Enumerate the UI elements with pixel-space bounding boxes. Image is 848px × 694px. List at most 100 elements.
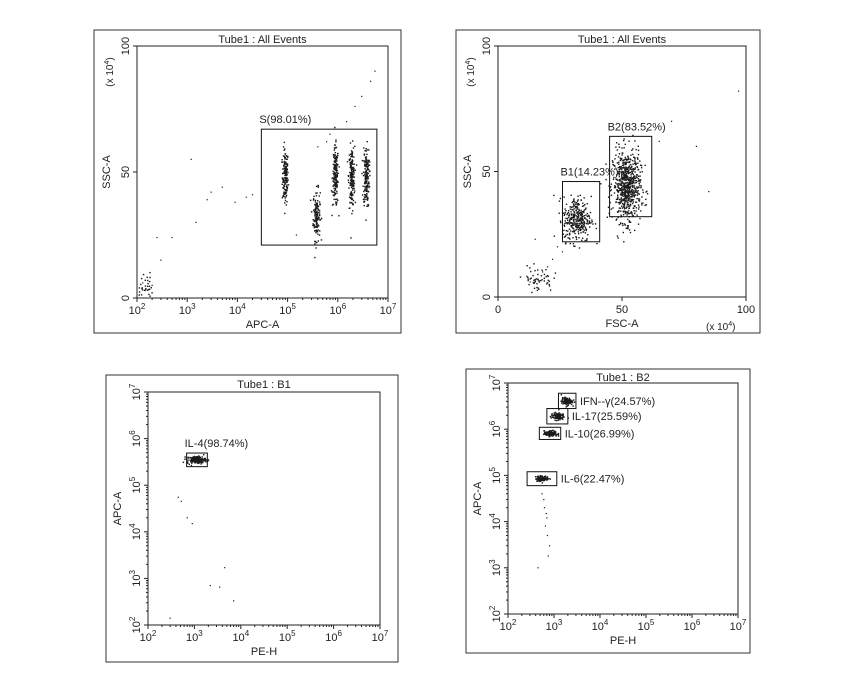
data-point bbox=[622, 224, 624, 227]
data-point bbox=[316, 226, 318, 228]
data-point bbox=[637, 178, 640, 180]
event-cluster bbox=[281, 141, 290, 215]
data-point bbox=[590, 222, 592, 224]
data-point bbox=[148, 288, 151, 291]
data-point bbox=[349, 177, 352, 179]
data-point bbox=[334, 189, 336, 192]
data-point bbox=[363, 147, 365, 149]
data-point bbox=[635, 207, 638, 209]
data-point bbox=[580, 229, 582, 231]
data-point bbox=[349, 193, 352, 195]
data-point bbox=[573, 204, 575, 206]
data-point bbox=[537, 269, 539, 271]
data-point bbox=[577, 222, 579, 225]
data-point bbox=[585, 218, 587, 220]
data-point bbox=[369, 174, 371, 177]
data-point bbox=[334, 167, 337, 169]
data-point bbox=[369, 170, 371, 172]
data-point bbox=[571, 224, 574, 226]
data-point bbox=[354, 105, 356, 108]
data-point bbox=[617, 183, 619, 185]
data-point bbox=[537, 479, 539, 482]
data-point bbox=[564, 243, 567, 245]
data-point bbox=[282, 146, 285, 148]
data-point bbox=[368, 183, 370, 185]
data-point bbox=[338, 166, 340, 168]
data-point bbox=[579, 229, 581, 232]
data-point bbox=[365, 150, 367, 152]
data-point bbox=[365, 169, 367, 171]
data-point bbox=[641, 189, 644, 191]
data-point bbox=[286, 179, 288, 181]
data-point bbox=[564, 211, 566, 214]
data-point bbox=[559, 220, 562, 222]
data-point bbox=[285, 172, 287, 174]
data-point bbox=[616, 179, 619, 181]
data-point bbox=[346, 121, 348, 123]
data-point bbox=[581, 219, 584, 221]
data-point bbox=[316, 217, 318, 220]
data-point bbox=[281, 197, 284, 199]
data-point bbox=[284, 148, 286, 150]
data-point bbox=[367, 164, 370, 167]
data-point bbox=[616, 183, 618, 185]
data-point bbox=[577, 203, 580, 205]
data-point bbox=[336, 186, 338, 188]
data-point bbox=[365, 186, 367, 189]
data-point bbox=[201, 456, 203, 458]
data-point bbox=[564, 398, 567, 401]
data-point bbox=[634, 171, 636, 173]
data-point bbox=[367, 205, 369, 207]
data-point bbox=[195, 460, 197, 463]
event-cluster bbox=[346, 140, 358, 239]
data-point bbox=[628, 192, 631, 194]
data-point bbox=[627, 226, 629, 229]
data-point bbox=[284, 160, 286, 163]
data-point bbox=[620, 157, 623, 160]
data-point bbox=[558, 418, 561, 420]
chart-title: Tube1 : All Events bbox=[218, 34, 307, 46]
data-point bbox=[628, 194, 630, 197]
data-point bbox=[576, 203, 579, 205]
data-point bbox=[617, 191, 620, 193]
data-point bbox=[205, 459, 207, 461]
data-point bbox=[585, 214, 587, 216]
data-point bbox=[577, 199, 579, 201]
data-point bbox=[367, 168, 370, 171]
data-point bbox=[366, 153, 368, 156]
data-point bbox=[352, 203, 354, 206]
data-point bbox=[365, 219, 367, 221]
data-point bbox=[201, 459, 203, 462]
data-point bbox=[568, 214, 570, 217]
data-point bbox=[193, 460, 195, 462]
data-point bbox=[624, 224, 626, 226]
data-point bbox=[548, 433, 551, 435]
data-point bbox=[566, 222, 568, 224]
data-point bbox=[283, 165, 285, 167]
data-point bbox=[633, 191, 635, 193]
data-point bbox=[624, 200, 627, 202]
data-point bbox=[613, 176, 615, 179]
data-point bbox=[628, 177, 631, 179]
data-point bbox=[582, 210, 585, 212]
data-point bbox=[630, 159, 632, 161]
data-point bbox=[573, 198, 575, 200]
data-point bbox=[638, 193, 641, 195]
data-point bbox=[545, 479, 548, 481]
data-point bbox=[312, 224, 314, 227]
data-point bbox=[619, 179, 621, 182]
data-point bbox=[630, 164, 632, 166]
data-point bbox=[623, 223, 626, 225]
data-point bbox=[579, 220, 581, 222]
data-point bbox=[145, 289, 147, 291]
data-point bbox=[549, 478, 552, 480]
data-point bbox=[333, 157, 336, 160]
data-point bbox=[580, 218, 583, 221]
data-point bbox=[557, 432, 560, 435]
data-point bbox=[626, 177, 628, 179]
data-point bbox=[614, 168, 616, 170]
data-point bbox=[286, 164, 289, 166]
data-point bbox=[526, 265, 528, 267]
data-point bbox=[366, 163, 368, 166]
gate-box bbox=[538, 426, 562, 440]
